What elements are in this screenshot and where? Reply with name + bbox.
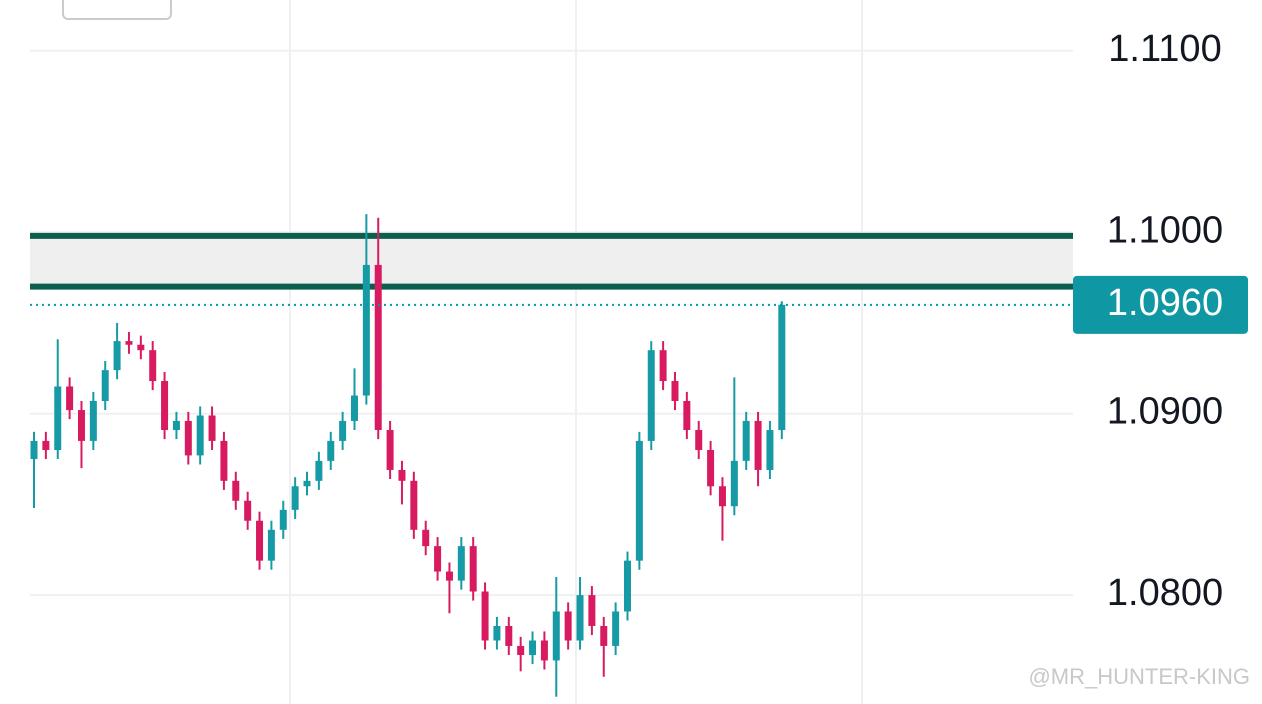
candle-body [469,546,477,592]
candle-body [42,440,50,450]
candle-body [232,480,240,501]
candle-body [517,645,525,656]
candle-body [184,420,192,456]
last-price-label: 1.0960 [1107,282,1223,324]
candle-body [149,350,157,382]
candle-body [422,529,430,547]
candle-body [291,486,299,510]
candle-body [540,640,548,661]
candle-body [635,440,643,561]
candle-body [350,395,358,421]
toolbar-button[interactable] [62,0,172,20]
candle-body [339,420,347,441]
candle-body [671,381,679,401]
candle-body [398,469,406,481]
candle-body [137,344,145,351]
candle-body [267,529,275,561]
candle-body [624,560,631,612]
last-price-box [1073,275,1248,334]
candle-body [588,595,596,626]
candle-body [552,611,560,661]
candle-body [778,304,786,431]
candle-body [576,595,584,641]
candle-body [89,400,97,441]
candle-body [481,591,489,641]
candle-body [244,500,252,521]
candle-body [196,415,204,456]
candle-body [208,415,216,441]
candle-body [410,480,418,530]
y-tick-label: 1.1100 [1108,28,1221,70]
candle-body [66,386,74,411]
candle-body [30,440,38,460]
candle-body [315,460,323,481]
candle-body [161,381,169,431]
y-tick-label: 1.1000 [1107,209,1223,251]
candle-body [327,440,335,461]
candle-body [529,640,537,656]
candle-body [434,546,442,572]
candle-body [445,571,453,581]
candle-body [386,430,394,470]
y-tick-label: 1.0800 [1107,572,1223,614]
candle-body [362,264,370,396]
candle-body [457,546,465,581]
zone-fill [30,235,1073,287]
plot: 1.0800 1.0900 1.1000 1.1100 1.0960 [30,28,1248,697]
candle-body [172,420,180,431]
candle-body [707,449,715,487]
candle-body [303,480,311,487]
candle-body [683,400,691,431]
candle-body [730,460,738,507]
candle-body [647,350,655,441]
y-tick-label: 1.0900 [1107,391,1223,433]
candle-body [742,420,750,461]
candle-body [600,625,608,646]
candle-body [612,611,620,646]
candle-body [113,341,121,371]
candle-body [256,520,264,561]
candle-body [220,440,228,481]
candle-body [659,350,667,382]
candle-body [505,625,513,646]
candle-body [718,486,726,507]
candle-body [766,430,774,470]
candle-body [279,509,287,530]
candle-body [564,611,572,641]
candle-body [493,625,501,641]
candle-body [54,386,62,450]
candle-body [754,420,762,470]
candle-body [77,410,85,441]
candle-body [101,370,109,401]
candle-body [374,264,382,431]
watermark: @MR_HUNTER-KING [1028,664,1250,689]
candle-body [695,430,703,450]
candle-body [125,341,133,345]
